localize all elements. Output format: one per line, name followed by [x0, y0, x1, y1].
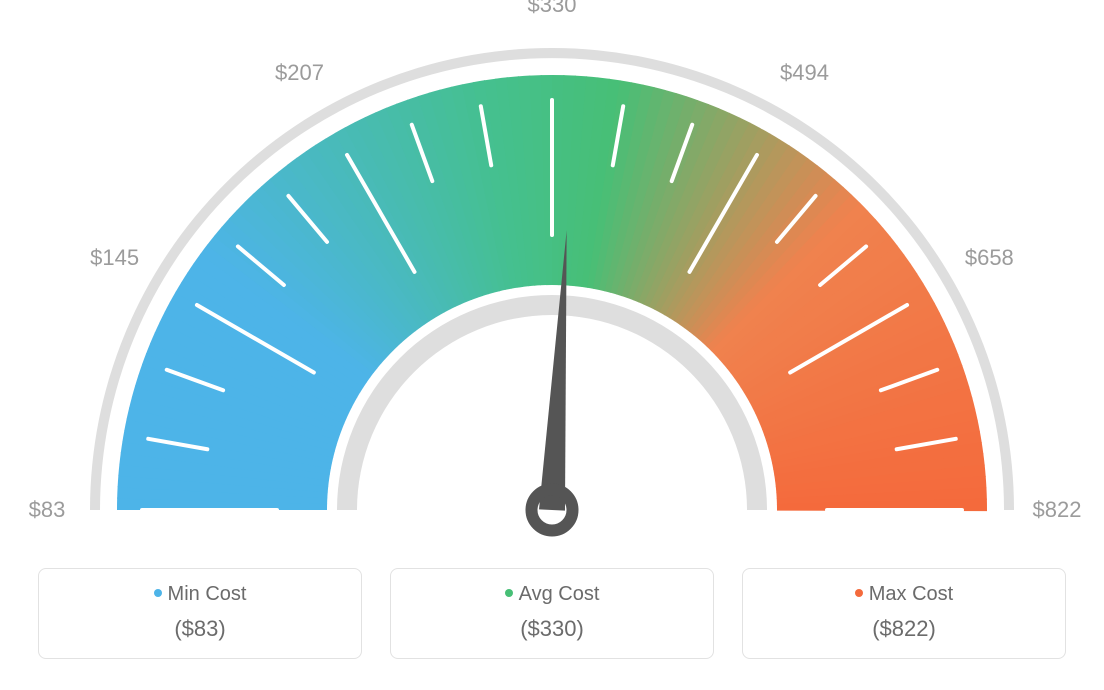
legend-label-min: Min Cost: [168, 583, 247, 605]
gauge-tick-label: $207: [275, 60, 324, 86]
cost-gauge-chart: $83 $145 $207 $330 $494 $658 $822 Min Cost ($8…: [0, 0, 1104, 690]
legend-title-min: Min Cost: [49, 583, 351, 606]
legend-card-avg: Avg Cost ($330): [390, 568, 714, 659]
legend-value-max: ($822): [753, 616, 1055, 642]
gauge-svg-wrap: $83 $145 $207 $330 $494 $658 $822: [0, 0, 1104, 560]
legend-label-max: Max Cost: [869, 583, 953, 605]
legend-dot-avg: [505, 589, 513, 597]
legend-value-avg: ($330): [401, 616, 703, 642]
legend-card-min: Min Cost ($83): [38, 568, 362, 659]
gauge-tick-label: $822: [1033, 497, 1082, 523]
legend-label-avg: Avg Cost: [519, 583, 600, 605]
gauge-tick-label: $330: [528, 0, 577, 18]
legend-value-min: ($83): [49, 616, 351, 642]
legend-dot-max: [855, 589, 863, 597]
gauge-tick-label: $658: [965, 245, 1014, 271]
gauge-tick-label: $145: [90, 245, 139, 271]
legend-card-max: Max Cost ($822): [742, 568, 1066, 659]
legend-row: Min Cost ($83) Avg Cost ($330) Max Cost …: [0, 568, 1104, 659]
legend-dot-min: [154, 589, 162, 597]
gauge-tick-label: $83: [29, 497, 66, 523]
legend-title-max: Max Cost: [753, 583, 1055, 606]
gauge-svg: [0, 0, 1104, 560]
gauge-tick-label: $494: [780, 60, 829, 86]
legend-title-avg: Avg Cost: [401, 583, 703, 606]
